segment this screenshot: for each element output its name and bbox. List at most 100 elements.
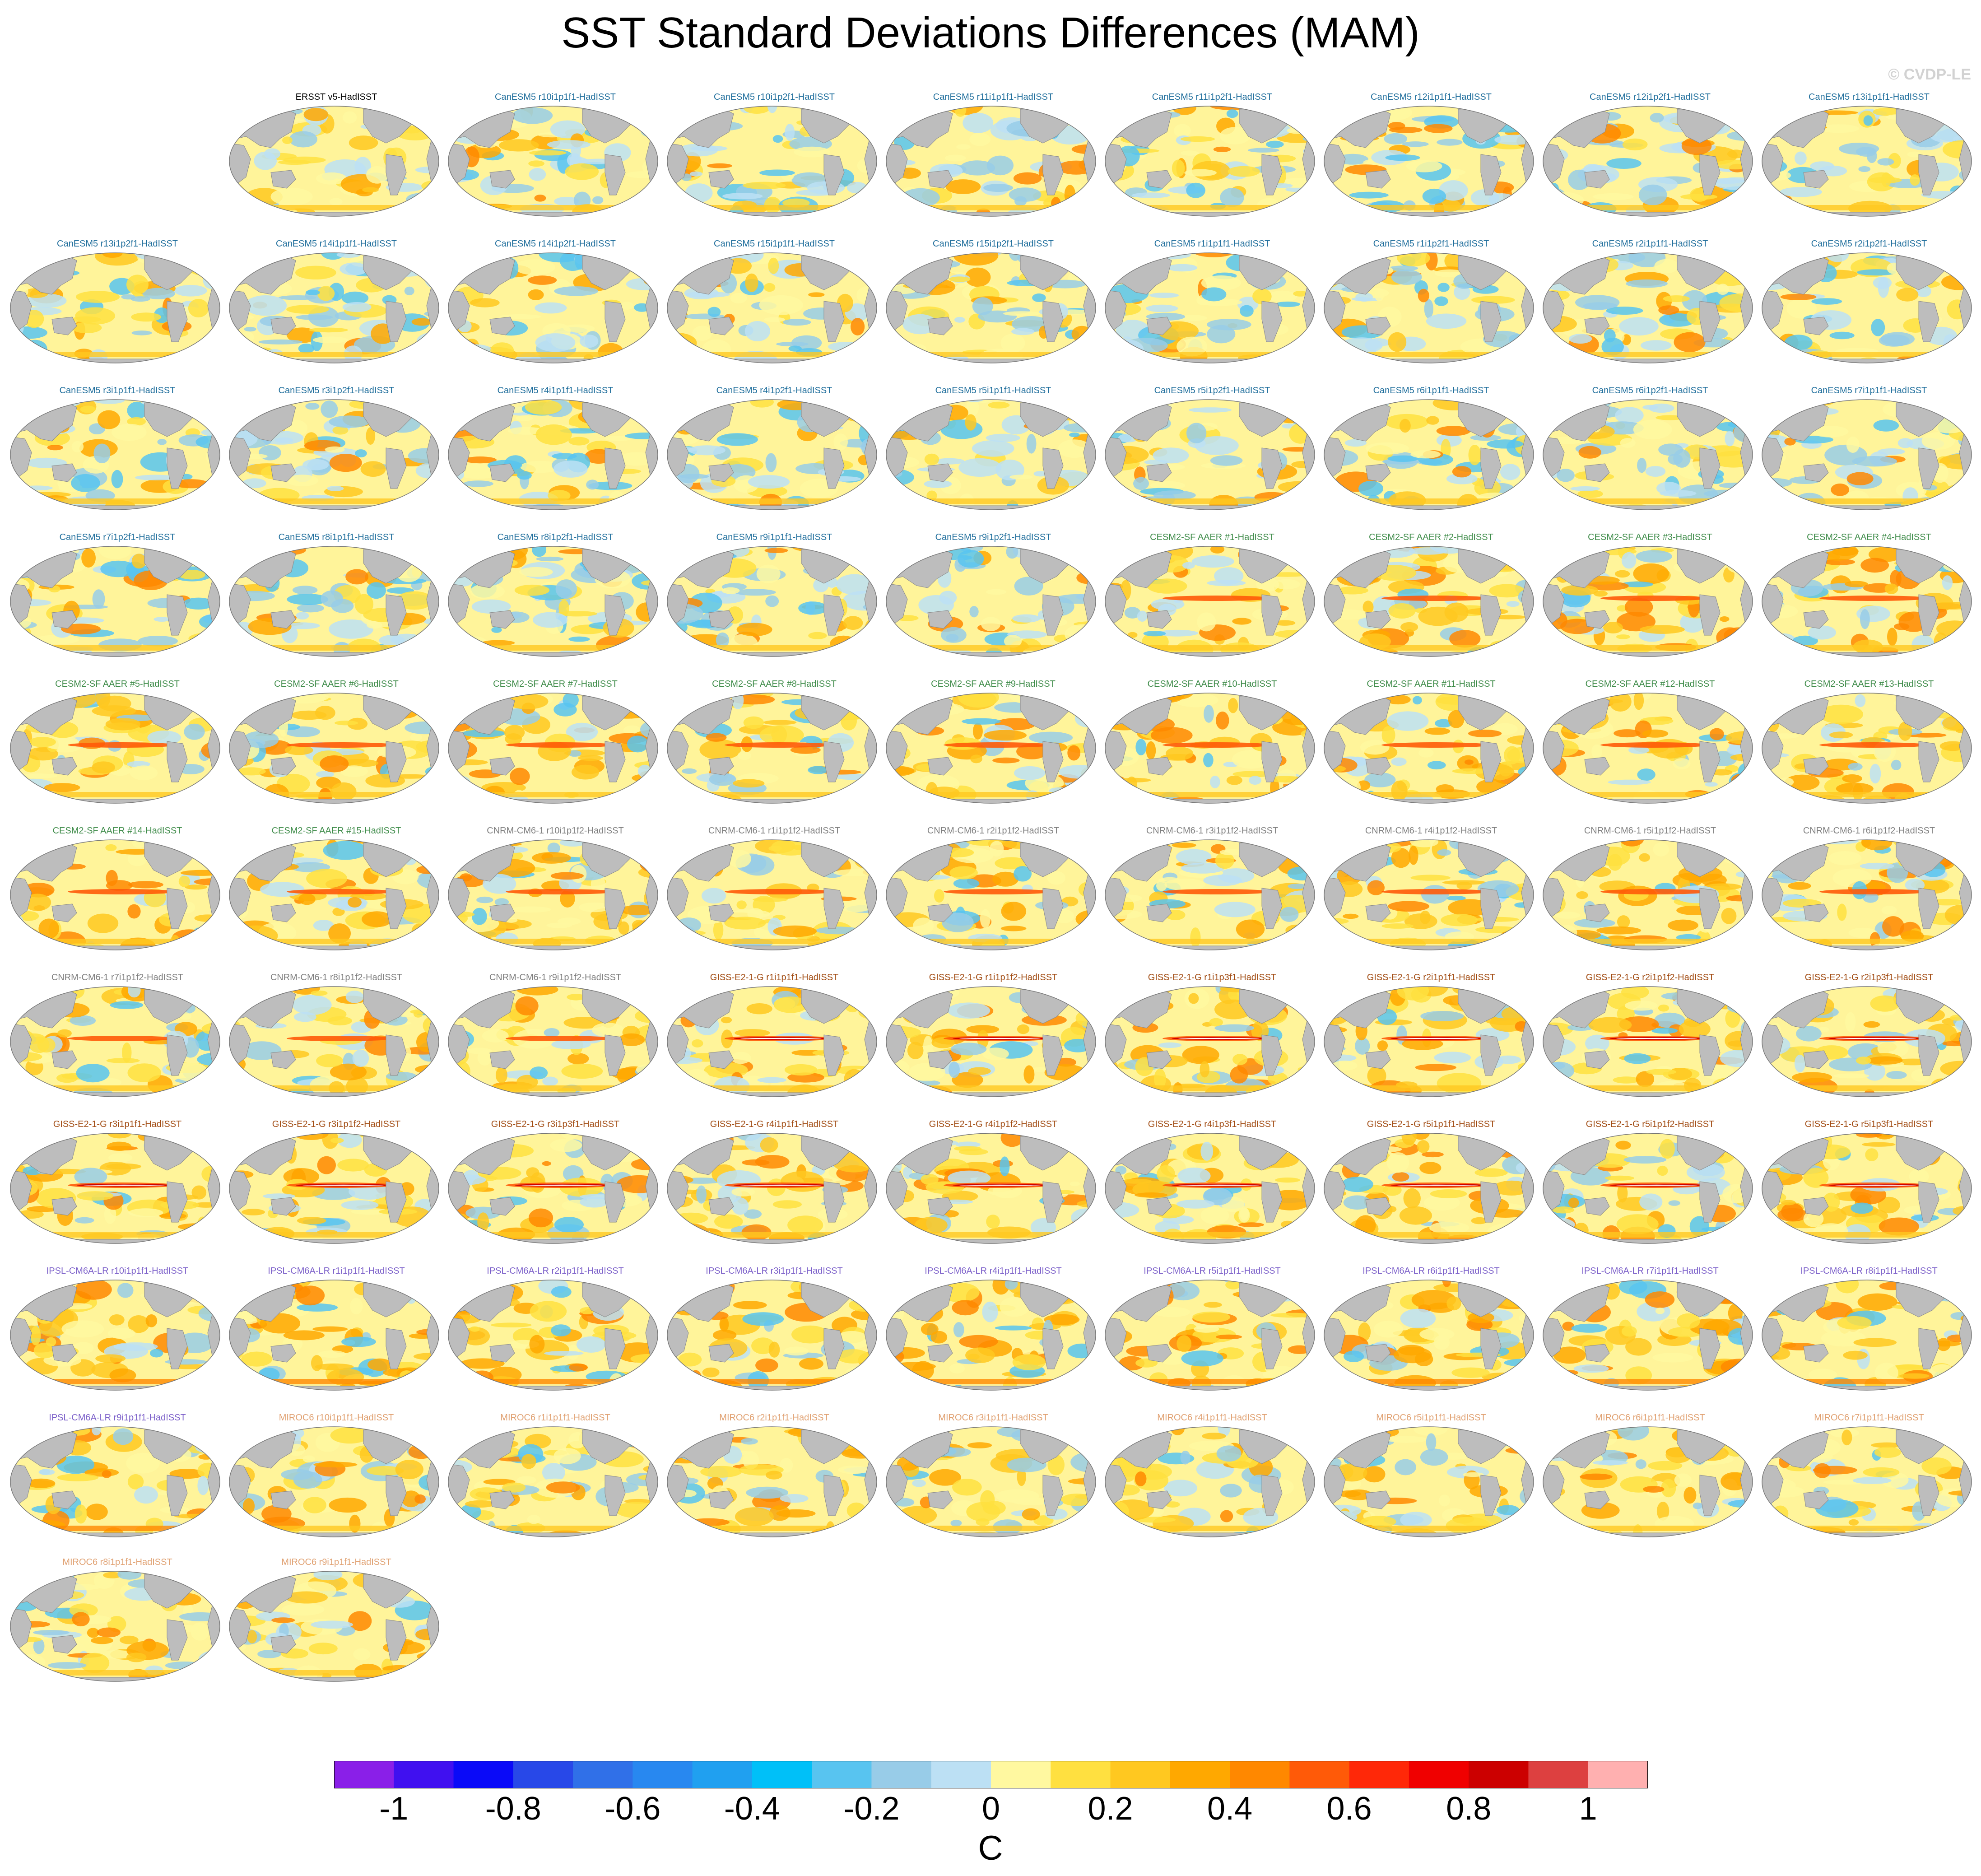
sst-anomaly-blob (1823, 559, 1855, 565)
sst-anomaly-blob (1438, 180, 1468, 201)
land-mass (605, 1181, 626, 1223)
sst-anomaly-blob (1013, 172, 1042, 185)
land-mass (1699, 1034, 1721, 1076)
sst-anomaly-blob (244, 326, 256, 332)
land-mass (1105, 358, 1315, 363)
sst-anomaly-blob (667, 851, 699, 856)
sst-anomaly-blob (296, 612, 309, 620)
sst-anomaly-blob (1741, 938, 1753, 950)
land-mass (1543, 1092, 1753, 1097)
land-mass (1762, 652, 1972, 656)
map-border (667, 986, 877, 1097)
sst-anomaly-blob (721, 587, 740, 594)
sst-anomaly-blob (386, 209, 414, 216)
sst-anomaly-blob (1543, 700, 1552, 711)
land-mass (1762, 505, 1972, 510)
sst-difference-map (1324, 106, 1534, 217)
sst-anomaly-blob (702, 888, 726, 904)
sst-anomaly-blob (10, 701, 28, 710)
sst-difference-map (1105, 399, 1315, 510)
sst-anomaly-blob (1074, 926, 1096, 944)
sst-anomaly-blob (866, 210, 877, 216)
sst-anomaly-blob (1933, 198, 1966, 209)
land-mass (1261, 154, 1283, 196)
sst-anomaly-blob (297, 604, 324, 613)
sst-anomaly-blob (1845, 1012, 1856, 1032)
sst-anomaly-blob (558, 600, 569, 617)
map-border (667, 399, 877, 510)
sst-anomaly-blob (624, 698, 638, 706)
land-mass (229, 1239, 439, 1243)
land-mass (229, 143, 251, 184)
sst-anomaly-blob (506, 694, 549, 709)
land-mass (270, 1050, 296, 1069)
sst-anomaly-blob (1729, 772, 1753, 791)
southern-ocean-band (10, 939, 220, 944)
sst-anomaly-blob (1336, 587, 1368, 595)
sst-anomaly-blob (411, 847, 439, 852)
sst-anomaly-blob (1280, 907, 1299, 922)
land-mass (1699, 301, 1721, 342)
sst-anomaly-blob (744, 1209, 762, 1219)
sst-anomaly-blob (667, 931, 688, 950)
sst-anomaly-blob (1792, 1072, 1832, 1083)
sst-anomaly-blob (57, 1029, 72, 1038)
sst-anomaly-blob (1784, 335, 1813, 351)
sst-anomaly-blob (93, 443, 111, 464)
sst-anomaly-blob (1488, 193, 1516, 206)
map-panel: CanESM5 r7i1p2f1-HadISST (9, 531, 226, 661)
map-panel: CESM2-SF AAER #3-HadISST (1542, 531, 1758, 661)
sst-anomaly-blob (1562, 930, 1601, 940)
land-mass (1261, 741, 1283, 782)
map-border (1105, 839, 1315, 950)
sst-anomaly-blob (1157, 629, 1198, 637)
sst-anomaly-blob (953, 253, 999, 266)
sst-anomaly-blob (1388, 603, 1416, 619)
sst-anomaly-blob (1937, 642, 1951, 656)
sst-anomaly-blob (907, 1042, 924, 1059)
sst-anomaly-blob (317, 1156, 336, 1174)
sst-anomaly-blob (1520, 186, 1534, 199)
sst-anomaly-blob (1940, 840, 1968, 846)
sst-anomaly-blob (1289, 840, 1304, 856)
sst-anomaly-blob (913, 917, 934, 934)
sst-anomaly-blob (21, 485, 53, 491)
sst-anomaly-blob (1074, 841, 1096, 850)
sst-anomaly-blob (311, 990, 328, 996)
sst-anomaly-blob (178, 875, 191, 887)
sst-anomaly-blob (729, 634, 758, 655)
sst-anomaly-blob (1543, 993, 1565, 1002)
sst-anomaly-blob (1365, 442, 1409, 455)
sst-difference-map (1762, 986, 1972, 1097)
sst-difference-map (229, 693, 439, 804)
sst-anomaly-blob (17, 1226, 40, 1243)
panel-label: GISS-E2-1-G r4i1p1f2-HadISST (929, 1119, 1058, 1129)
sst-anomaly-blob (1722, 499, 1734, 506)
sst-difference-map (1105, 546, 1315, 657)
sst-anomaly-blob (864, 987, 877, 1002)
sst-anomaly-blob (287, 327, 317, 343)
southern-ocean-band (667, 352, 877, 357)
sst-anomaly-blob (212, 939, 220, 946)
land-mass (1324, 652, 1534, 656)
land-mass (10, 945, 220, 950)
sst-anomaly-blob (550, 872, 584, 880)
sst-anomaly-blob (254, 151, 277, 170)
sst-anomaly-blob (305, 403, 320, 410)
land-mass (1324, 945, 1534, 950)
land-mass (1105, 1092, 1315, 1097)
sst-anomaly-blob (618, 1033, 645, 1046)
sst-anomaly-blob (1014, 766, 1046, 780)
sst-anomaly-blob (10, 1078, 35, 1088)
sst-anomaly-blob (76, 1191, 114, 1201)
land-mass (1105, 652, 1315, 656)
sst-anomaly-blob (1680, 194, 1718, 200)
land-mass (708, 317, 734, 335)
sst-anomaly-blob (773, 996, 808, 1013)
sst-anomaly-blob (100, 560, 137, 577)
sst-anomaly-blob (899, 991, 921, 1003)
map-panel: GISS-E2-1-G r3i1p1f1-HadISST (9, 1117, 226, 1248)
sst-anomaly-blob (1004, 635, 1022, 648)
equatorial-band (1163, 742, 1271, 748)
land-mass (1105, 436, 1127, 478)
